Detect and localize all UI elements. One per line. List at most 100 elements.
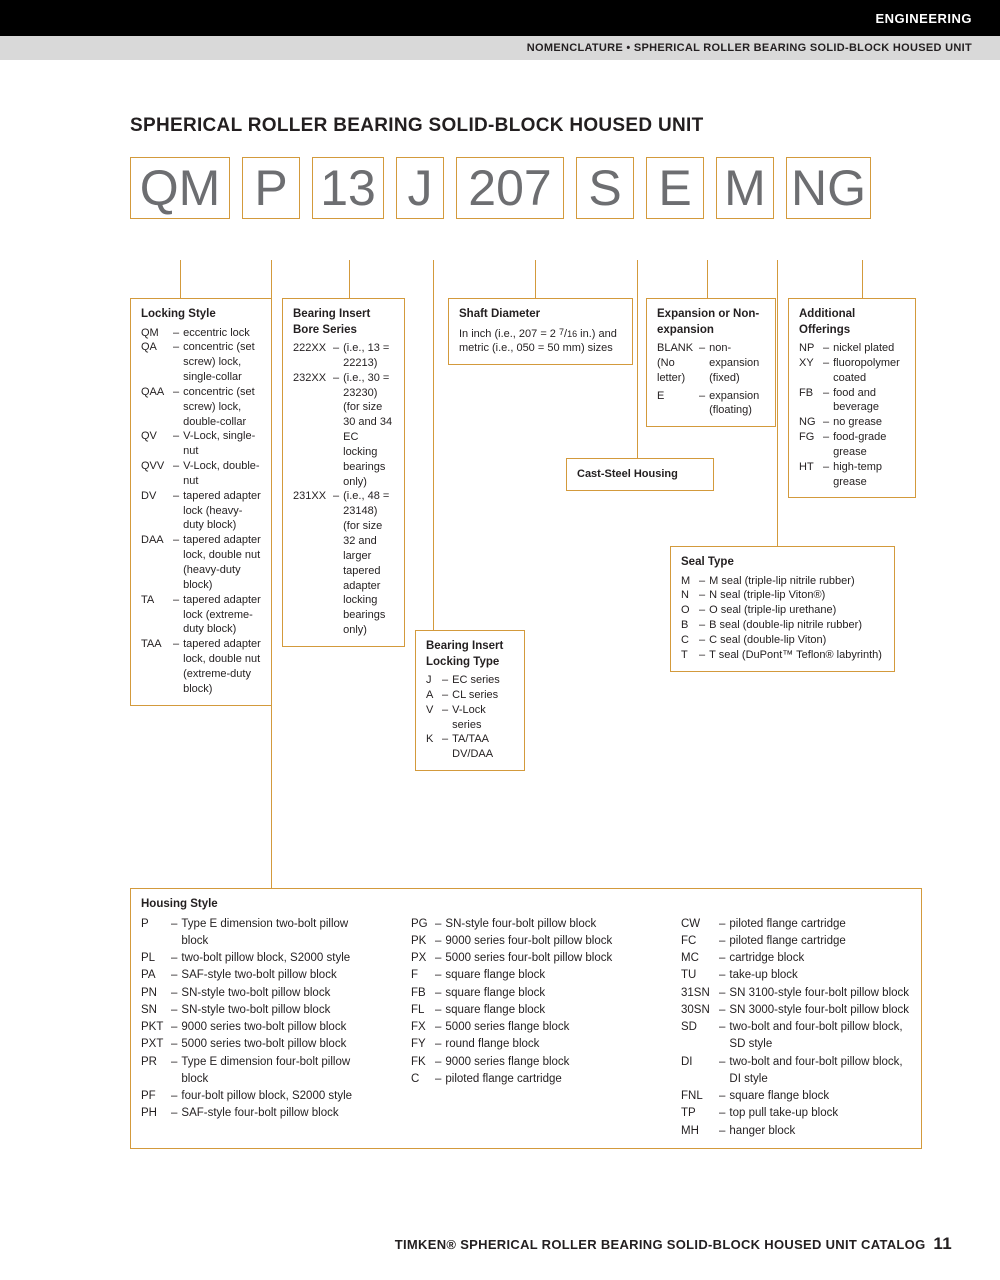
definition-row: O–O seal (triple-lip urethane)	[681, 603, 884, 618]
definition-row: HT–high-temp grease	[799, 460, 905, 490]
locking-type-title: Bearing Insert Locking Type	[426, 639, 514, 670]
locking-style-title: Locking Style	[141, 307, 261, 323]
housing-style-row: CW–piloted flange cartridge	[681, 916, 911, 933]
code-s: S	[576, 157, 634, 219]
definition-row: NG–no grease	[799, 415, 905, 430]
bearing-insert-box: Bearing Insert Bore Series 222XX–(i.e., …	[282, 298, 405, 647]
page-content: SPHERICAL ROLLER BEARING SOLID-BLOCK HOU…	[0, 60, 1000, 219]
housing-style-title: Housing Style	[141, 897, 911, 913]
stem-207	[535, 260, 536, 298]
stem-m	[777, 260, 778, 546]
header-category: ENGINEERING	[875, 11, 972, 26]
housing-style-row: PG–SN-style four-bolt pillow block	[411, 916, 641, 933]
locking-type-box: Bearing Insert Locking Type J–EC seriesA…	[415, 630, 525, 771]
definition-row: J–EC series	[426, 673, 514, 688]
definition-row: QA–concentric (set screw) lock, single-c…	[141, 340, 261, 385]
housing-style-row: FNL–square flange block	[681, 1088, 911, 1105]
expansion-title: Expansion or Non-expansion	[657, 307, 765, 338]
definition-row: V–V-Lock series	[426, 703, 514, 733]
expansion-box: Expansion or Non-expansion BLANK(Nolette…	[646, 298, 776, 427]
definition-row: B–B seal (double-lip nitrile rubber)	[681, 618, 884, 633]
stem-ng	[862, 260, 863, 298]
code-j: J	[396, 157, 444, 219]
header-bar: ENGINEERING	[0, 0, 1000, 36]
code-ng: NG	[786, 157, 871, 219]
bearing-insert-title: Bearing Insert Bore Series	[293, 307, 394, 338]
code-qm: QM	[130, 157, 230, 219]
definition-row: N–N seal (triple-lip Viton®)	[681, 588, 884, 603]
housing-style-row: C–piloted flange cartridge	[411, 1071, 641, 1088]
definition-row: T–T seal (DuPont™ Teflon® labyrinth)	[681, 648, 884, 663]
definition-row: A–CL series	[426, 688, 514, 703]
housing-style-row: DI–two-bolt and four-bolt pillow block, …	[681, 1054, 911, 1089]
stem-qm	[180, 260, 181, 298]
definition-row: DV–tapered adapter lock (heavy-duty bloc…	[141, 489, 261, 534]
code-207: 207	[456, 157, 564, 219]
footer-brand: TIMKEN®	[395, 1237, 457, 1252]
seal-type-title: Seal Type	[681, 555, 884, 571]
definition-row: TAA–tapered adapter lock, double nut (ex…	[141, 637, 261, 696]
definition-row: QV–V-Lock, single-nut	[141, 429, 261, 459]
housing-style-row: TP–top pull take-up block	[681, 1105, 911, 1122]
housing-style-box: Housing Style P–Type E dimension two-bol…	[130, 888, 922, 1149]
code-e: E	[646, 157, 704, 219]
page-footer: TIMKEN® SPHERICAL ROLLER BEARING SOLID-B…	[395, 1234, 952, 1254]
housing-style-row: PA–SAF-style two-bolt pillow block	[141, 967, 371, 984]
code-m: M	[716, 157, 774, 219]
housing-style-row: PKT–9000 series two-bolt pillow block	[141, 1019, 371, 1036]
housing-style-row: PL–two-bolt pillow block, S2000 style	[141, 950, 371, 967]
breadcrumb-bar: NOMENCLATURE • SPHERICAL ROLLER BEARING …	[0, 36, 1000, 60]
housing-style-row: FX–5000 series flange block	[411, 1019, 641, 1036]
code-13: 13	[312, 157, 384, 219]
housing-style-row: FK–9000 series flange block	[411, 1054, 641, 1071]
definition-row: FG–food-grade grease	[799, 430, 905, 460]
additional-box: Additional Offerings NP–nickel platedXY–…	[788, 298, 916, 498]
cast-steel-box: Cast-Steel Housing	[566, 458, 714, 491]
definition-row: M–M seal (triple-lip nitrile rubber)	[681, 574, 884, 589]
housing-style-row: MH–hanger block	[681, 1123, 911, 1140]
housing-style-row: MC–cartridge block	[681, 950, 911, 967]
stem-s	[637, 260, 638, 458]
nomenclature-code-row: QM P 13 J 207 S E M NG	[130, 157, 940, 219]
definition-row: FB–food and beverage	[799, 386, 905, 416]
definition-row: 232XX–(i.e., 30 = 23230) (for size 30 an…	[293, 371, 394, 490]
cast-steel-text: Cast-Steel Housing	[577, 468, 678, 480]
seal-type-box: Seal Type M–M seal (triple-lip nitrile r…	[670, 546, 895, 672]
stem-13	[349, 260, 350, 298]
housing-style-row: 30SN–SN 3000-style four-bolt pillow bloc…	[681, 1002, 911, 1019]
footer-text: SPHERICAL ROLLER BEARING SOLID-BLOCK HOU…	[460, 1237, 925, 1252]
housing-style-row: TU–take-up block	[681, 967, 911, 984]
housing-style-row: FL–square flange block	[411, 1002, 641, 1019]
definition-row: 231XX–(i.e., 48 = 23148) (for size 32 an…	[293, 489, 394, 637]
breadcrumb-text: NOMENCLATURE • SPHERICAL ROLLER BEARING …	[527, 42, 972, 54]
definition-row: DAA–tapered adapter lock, double nut (he…	[141, 533, 261, 592]
housing-style-row: P–Type E dimension two-bolt pillow block	[141, 916, 371, 951]
stem-e	[707, 260, 708, 298]
definition-row: XY–fluoropolymer coated	[799, 356, 905, 386]
definition-row: K–TA/TAA DV/DAA	[426, 732, 514, 762]
housing-style-row: 31SN–SN 3100-style four-bolt pillow bloc…	[681, 985, 911, 1002]
page-title: SPHERICAL ROLLER BEARING SOLID-BLOCK HOU…	[130, 115, 940, 137]
shaft-diameter-text: In inch (i.e., 207 = 2 7/16 in.) and met…	[459, 326, 622, 357]
housing-style-row: F–square flange block	[411, 967, 641, 984]
definition-row: QVV–V-Lock, double-nut	[141, 459, 261, 489]
stem-j	[433, 260, 434, 630]
footer-page-number: 11	[933, 1234, 952, 1253]
housing-style-row: PF–four-bolt pillow block, S2000 style	[141, 1088, 371, 1105]
definition-row: C–C seal (double-lip Viton)	[681, 633, 884, 648]
shaft-diameter-title: Shaft Diameter	[459, 307, 622, 323]
housing-style-row: PR–Type E dimension four-bolt pillow blo…	[141, 1054, 371, 1089]
additional-title: Additional Offerings	[799, 307, 905, 338]
housing-style-row: SN–SN-style two-bolt pillow block	[141, 1002, 371, 1019]
shaft-diameter-box: Shaft Diameter In inch (i.e., 207 = 2 7/…	[448, 298, 633, 365]
definition-row: NP–nickel plated	[799, 341, 905, 356]
definition-row: TA–tapered adapter lock (extreme-duty bl…	[141, 593, 261, 638]
housing-style-row: FC–piloted flange cartridge	[681, 933, 911, 950]
housing-style-row: PXT–5000 series two-bolt pillow block	[141, 1036, 371, 1053]
definition-row: QM–eccentric lock	[141, 326, 261, 341]
housing-style-row: FB–square flange block	[411, 985, 641, 1002]
code-p: P	[242, 157, 300, 219]
locking-style-box: Locking Style QM–eccentric lockQA–concen…	[130, 298, 272, 706]
housing-style-row: PH–SAF-style four-bolt pillow block	[141, 1105, 371, 1122]
housing-style-row: PK–9000 series four-bolt pillow block	[411, 933, 641, 950]
